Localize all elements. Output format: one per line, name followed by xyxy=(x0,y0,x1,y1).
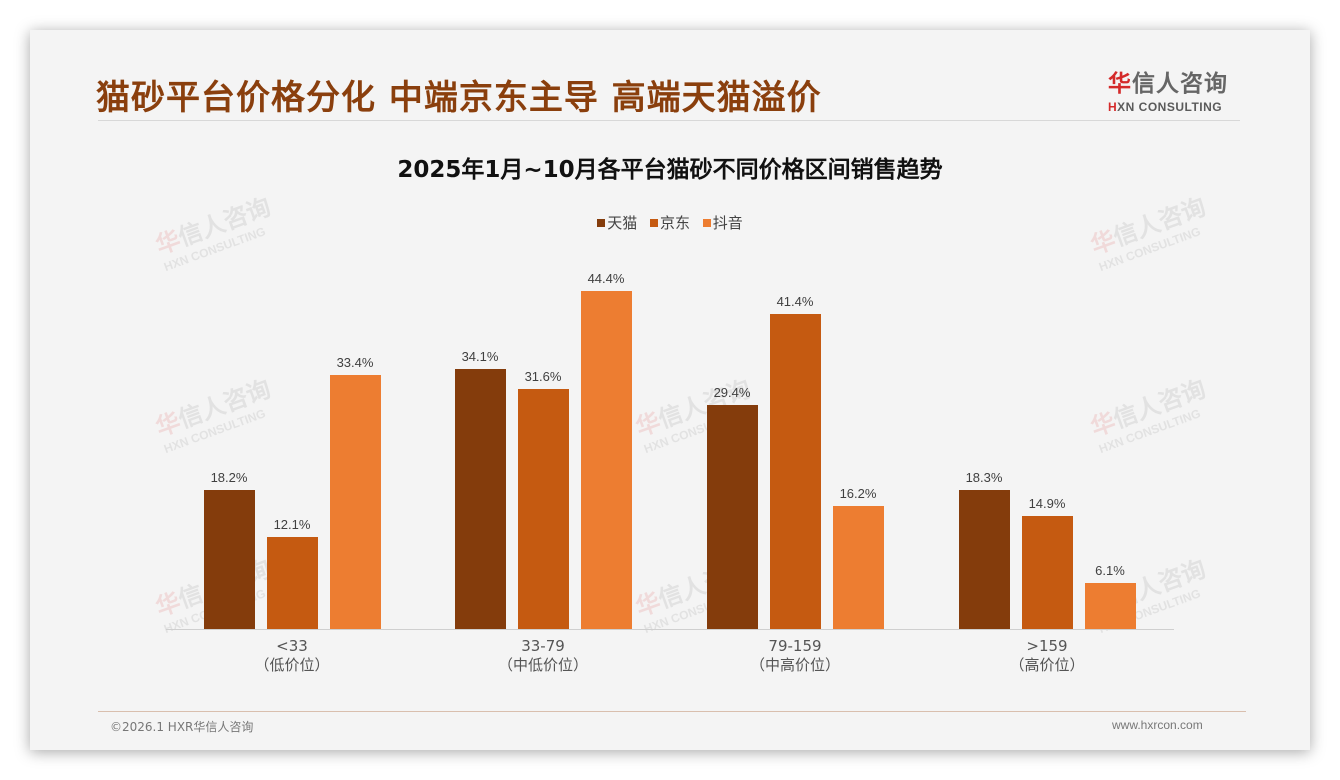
bar-jd xyxy=(1022,516,1073,629)
logo-en: HXN CONSULTING xyxy=(1108,100,1223,114)
chart-legend: 天猫 京东 抖音 xyxy=(30,212,1310,233)
bar-jd xyxy=(518,389,569,629)
bar-douyin xyxy=(1085,583,1136,629)
footer-divider xyxy=(98,711,1246,712)
company-logo: 华信人咨询 HXN CONSULTING xyxy=(1108,64,1248,114)
legend-swatch-icon xyxy=(702,219,711,227)
bar-douyin xyxy=(330,375,381,629)
category-tier: （低价位） xyxy=(254,656,330,674)
x-axis-category-label: >159 （高价位） xyxy=(947,637,1147,675)
bar-jd xyxy=(770,314,821,629)
category-range: >159 xyxy=(1026,637,1068,655)
data-label: 12.1% xyxy=(273,517,311,532)
bar-tmall xyxy=(707,405,758,629)
data-label: 41.4% xyxy=(776,294,814,309)
bar-tmall xyxy=(455,369,506,629)
data-label: 16.2% xyxy=(839,486,877,501)
category-tier: （中高价位） xyxy=(749,656,840,674)
legend-item-douyin: 抖音 xyxy=(702,212,743,233)
category-tier: （高价位） xyxy=(1009,656,1085,674)
footer-copyright: ©2026.1 HXR华信人咨询 xyxy=(110,720,254,734)
category-range: 79-159 xyxy=(768,637,822,655)
logo-cn: 华信人咨询 xyxy=(1108,71,1228,97)
x-axis-line xyxy=(166,629,1174,630)
category-range: <33 xyxy=(276,637,308,655)
watermark: 华信人咨询 HXN CONSULTING xyxy=(152,374,275,457)
watermark: 华信人咨询 HXN CONSULTING xyxy=(1087,374,1210,457)
category-tier: （中低价位） xyxy=(497,656,588,674)
data-label: 34.1% xyxy=(461,349,499,364)
legend-item-tmall: 天猫 xyxy=(597,212,637,233)
data-label: 31.6% xyxy=(524,369,562,384)
data-label: 44.4% xyxy=(587,271,625,286)
bar-douyin xyxy=(581,291,632,629)
bar-douyin xyxy=(833,506,884,629)
data-label: 18.3% xyxy=(965,470,1003,485)
category-range: 33-79 xyxy=(521,637,565,655)
x-axis-category-label: <33 （低价位） xyxy=(192,637,392,675)
title-divider xyxy=(98,120,1240,121)
data-label: 33.4% xyxy=(336,355,374,370)
legend-item-jd: 京东 xyxy=(649,212,690,233)
slide: 华信人咨询 HXN CONSULTING 华信人咨询 HXN CONSULTIN… xyxy=(30,30,1310,750)
bar-jd xyxy=(267,537,318,629)
data-label: 18.2% xyxy=(210,470,248,485)
chart-title: 2025年1月~10月各平台猫砂不同价格区间销售趋势 xyxy=(397,157,943,183)
page-title: 猫砂平台价格分化 中端京东主导 高端天猫溢价 xyxy=(96,78,822,118)
x-axis-category-label: 33-79 （中低价位） xyxy=(443,637,643,675)
data-label: 14.9% xyxy=(1028,496,1066,511)
data-label: 29.4% xyxy=(713,385,751,400)
legend-swatch-icon xyxy=(597,219,606,227)
x-axis-category-label: 79-159 （中高价位） xyxy=(695,637,895,675)
bar-tmall xyxy=(959,490,1010,629)
footer-website: www.hxrcon.com xyxy=(1112,718,1203,732)
data-label: 6.1% xyxy=(1095,563,1125,578)
legend-swatch-icon xyxy=(649,219,658,227)
bar-tmall xyxy=(204,490,255,629)
